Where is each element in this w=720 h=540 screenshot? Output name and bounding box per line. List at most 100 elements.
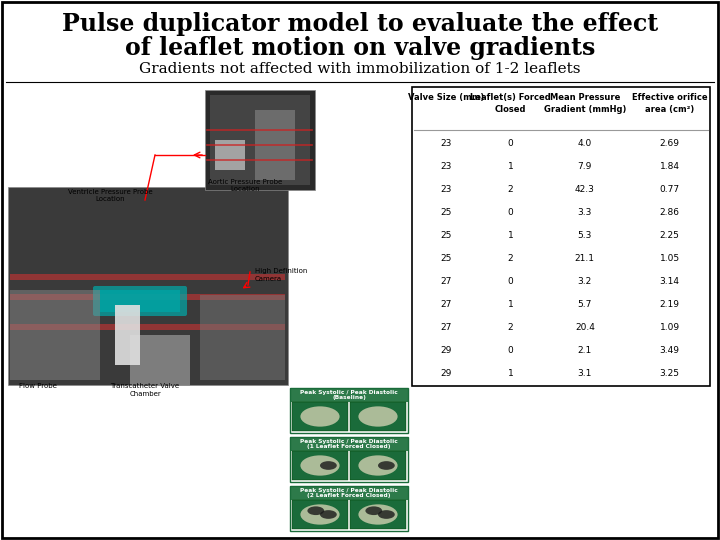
- Text: 1.05: 1.05: [660, 254, 680, 264]
- Bar: [130, 335, 190, 385]
- Bar: [200, 295, 285, 380]
- Text: 25: 25: [441, 231, 452, 240]
- Text: 0: 0: [508, 346, 513, 355]
- Text: Flow Probe: Flow Probe: [19, 383, 57, 389]
- Text: 27: 27: [441, 323, 452, 332]
- Text: 3.1: 3.1: [577, 369, 592, 379]
- Text: Gradient (mmHg): Gradient (mmHg): [544, 105, 626, 114]
- Ellipse shape: [359, 455, 397, 476]
- Text: Peak Systolic / Peak Diastolic
(1 Leaflet Forced Closed): Peak Systolic / Peak Diastolic (1 Leafle…: [300, 438, 398, 449]
- Bar: [290, 437, 408, 482]
- Text: 2.69: 2.69: [660, 139, 680, 148]
- Text: 27: 27: [441, 300, 452, 309]
- Bar: [350, 451, 406, 480]
- Ellipse shape: [320, 461, 337, 470]
- Text: Valve Size (mm): Valve Size (mm): [408, 93, 485, 102]
- Text: 3.2: 3.2: [577, 278, 592, 286]
- Bar: [292, 500, 348, 529]
- Text: Aortic Pressure Probe
Location: Aortic Pressure Probe Location: [208, 179, 282, 192]
- Bar: [10, 290, 100, 380]
- Text: 23: 23: [441, 163, 452, 171]
- Text: 3.14: 3.14: [660, 278, 680, 286]
- Text: 3.25: 3.25: [660, 369, 680, 379]
- Ellipse shape: [378, 461, 395, 470]
- Text: 2.86: 2.86: [660, 208, 680, 217]
- Text: 20.4: 20.4: [575, 323, 595, 332]
- Text: Peak Systolic / Peak Diastolic
(Baseline): Peak Systolic / Peak Diastolic (Baseline…: [300, 389, 398, 400]
- Bar: [292, 402, 348, 431]
- Ellipse shape: [359, 406, 397, 427]
- Text: 1: 1: [508, 300, 513, 309]
- Text: 0: 0: [508, 278, 513, 286]
- Text: 7.9: 7.9: [577, 163, 592, 171]
- Text: 4.0: 4.0: [577, 139, 592, 148]
- Bar: [290, 486, 408, 500]
- Text: Leaflet(s) Forced: Leaflet(s) Forced: [470, 93, 551, 102]
- Bar: [290, 486, 408, 531]
- Bar: [205, 90, 315, 190]
- Text: Ventricle Pressure Probe
Location: Ventricle Pressure Probe Location: [68, 188, 153, 202]
- Text: Transcatheter Valve
Chamber: Transcatheter Valve Chamber: [110, 383, 179, 396]
- Text: 2: 2: [508, 185, 513, 194]
- Ellipse shape: [378, 510, 395, 519]
- Text: 1: 1: [508, 231, 513, 240]
- Ellipse shape: [320, 510, 337, 519]
- Ellipse shape: [300, 504, 340, 525]
- Text: Pulse duplicator model to evaluate the effect: Pulse duplicator model to evaluate the e…: [62, 12, 658, 36]
- Text: 23: 23: [441, 139, 452, 148]
- Text: 2: 2: [508, 254, 513, 264]
- Ellipse shape: [300, 406, 340, 427]
- Text: 42.3: 42.3: [575, 185, 595, 194]
- Bar: [100, 290, 180, 312]
- Text: area (cm²): area (cm²): [645, 105, 694, 114]
- Bar: [10, 324, 285, 330]
- Text: 23: 23: [441, 185, 452, 194]
- Text: 0: 0: [508, 139, 513, 148]
- Text: 29: 29: [441, 369, 452, 379]
- Ellipse shape: [300, 455, 340, 476]
- Bar: [10, 294, 285, 300]
- Text: 1.09: 1.09: [660, 323, 680, 332]
- Text: 2.1: 2.1: [577, 346, 592, 355]
- Text: 27: 27: [441, 278, 452, 286]
- Text: 0: 0: [508, 208, 513, 217]
- Text: of leaflet motion on valve gradients: of leaflet motion on valve gradients: [125, 36, 595, 60]
- Text: Gradients not affected with immobilization of 1-2 leaflets: Gradients not affected with immobilizati…: [139, 62, 581, 76]
- Text: Mean Pressure: Mean Pressure: [549, 93, 620, 102]
- Text: Effective orifice: Effective orifice: [632, 93, 708, 102]
- Bar: [412, 87, 710, 386]
- Bar: [10, 274, 285, 280]
- Text: 29: 29: [441, 346, 452, 355]
- Text: 1.84: 1.84: [660, 163, 680, 171]
- Text: 3.49: 3.49: [660, 346, 680, 355]
- Bar: [290, 388, 408, 402]
- Bar: [290, 437, 408, 451]
- Bar: [215, 140, 245, 170]
- Ellipse shape: [359, 504, 397, 525]
- Text: 2: 2: [508, 323, 513, 332]
- Text: 21.1: 21.1: [575, 254, 595, 264]
- Text: 0.77: 0.77: [660, 185, 680, 194]
- Ellipse shape: [307, 507, 324, 515]
- Text: Peak Systolic / Peak Diastolic
(2 Leaflet Forced Closed): Peak Systolic / Peak Diastolic (2 Leafle…: [300, 488, 398, 498]
- Text: 25: 25: [441, 208, 452, 217]
- FancyBboxPatch shape: [93, 286, 187, 316]
- Bar: [8, 187, 288, 385]
- Bar: [255, 110, 295, 180]
- Text: 1: 1: [508, 163, 513, 171]
- Bar: [350, 500, 406, 529]
- Bar: [290, 388, 408, 433]
- Bar: [210, 95, 310, 185]
- Text: 2.19: 2.19: [660, 300, 680, 309]
- Text: 3.3: 3.3: [577, 208, 592, 217]
- Bar: [292, 451, 348, 480]
- Bar: [350, 402, 406, 431]
- Text: 5.3: 5.3: [577, 231, 592, 240]
- Bar: [115, 305, 140, 365]
- Text: 1: 1: [508, 369, 513, 379]
- Text: 2.25: 2.25: [660, 231, 680, 240]
- Text: 5.7: 5.7: [577, 300, 592, 309]
- Text: High Definition
Camera: High Definition Camera: [255, 268, 307, 282]
- Text: 25: 25: [441, 254, 452, 264]
- Text: Closed: Closed: [495, 105, 526, 114]
